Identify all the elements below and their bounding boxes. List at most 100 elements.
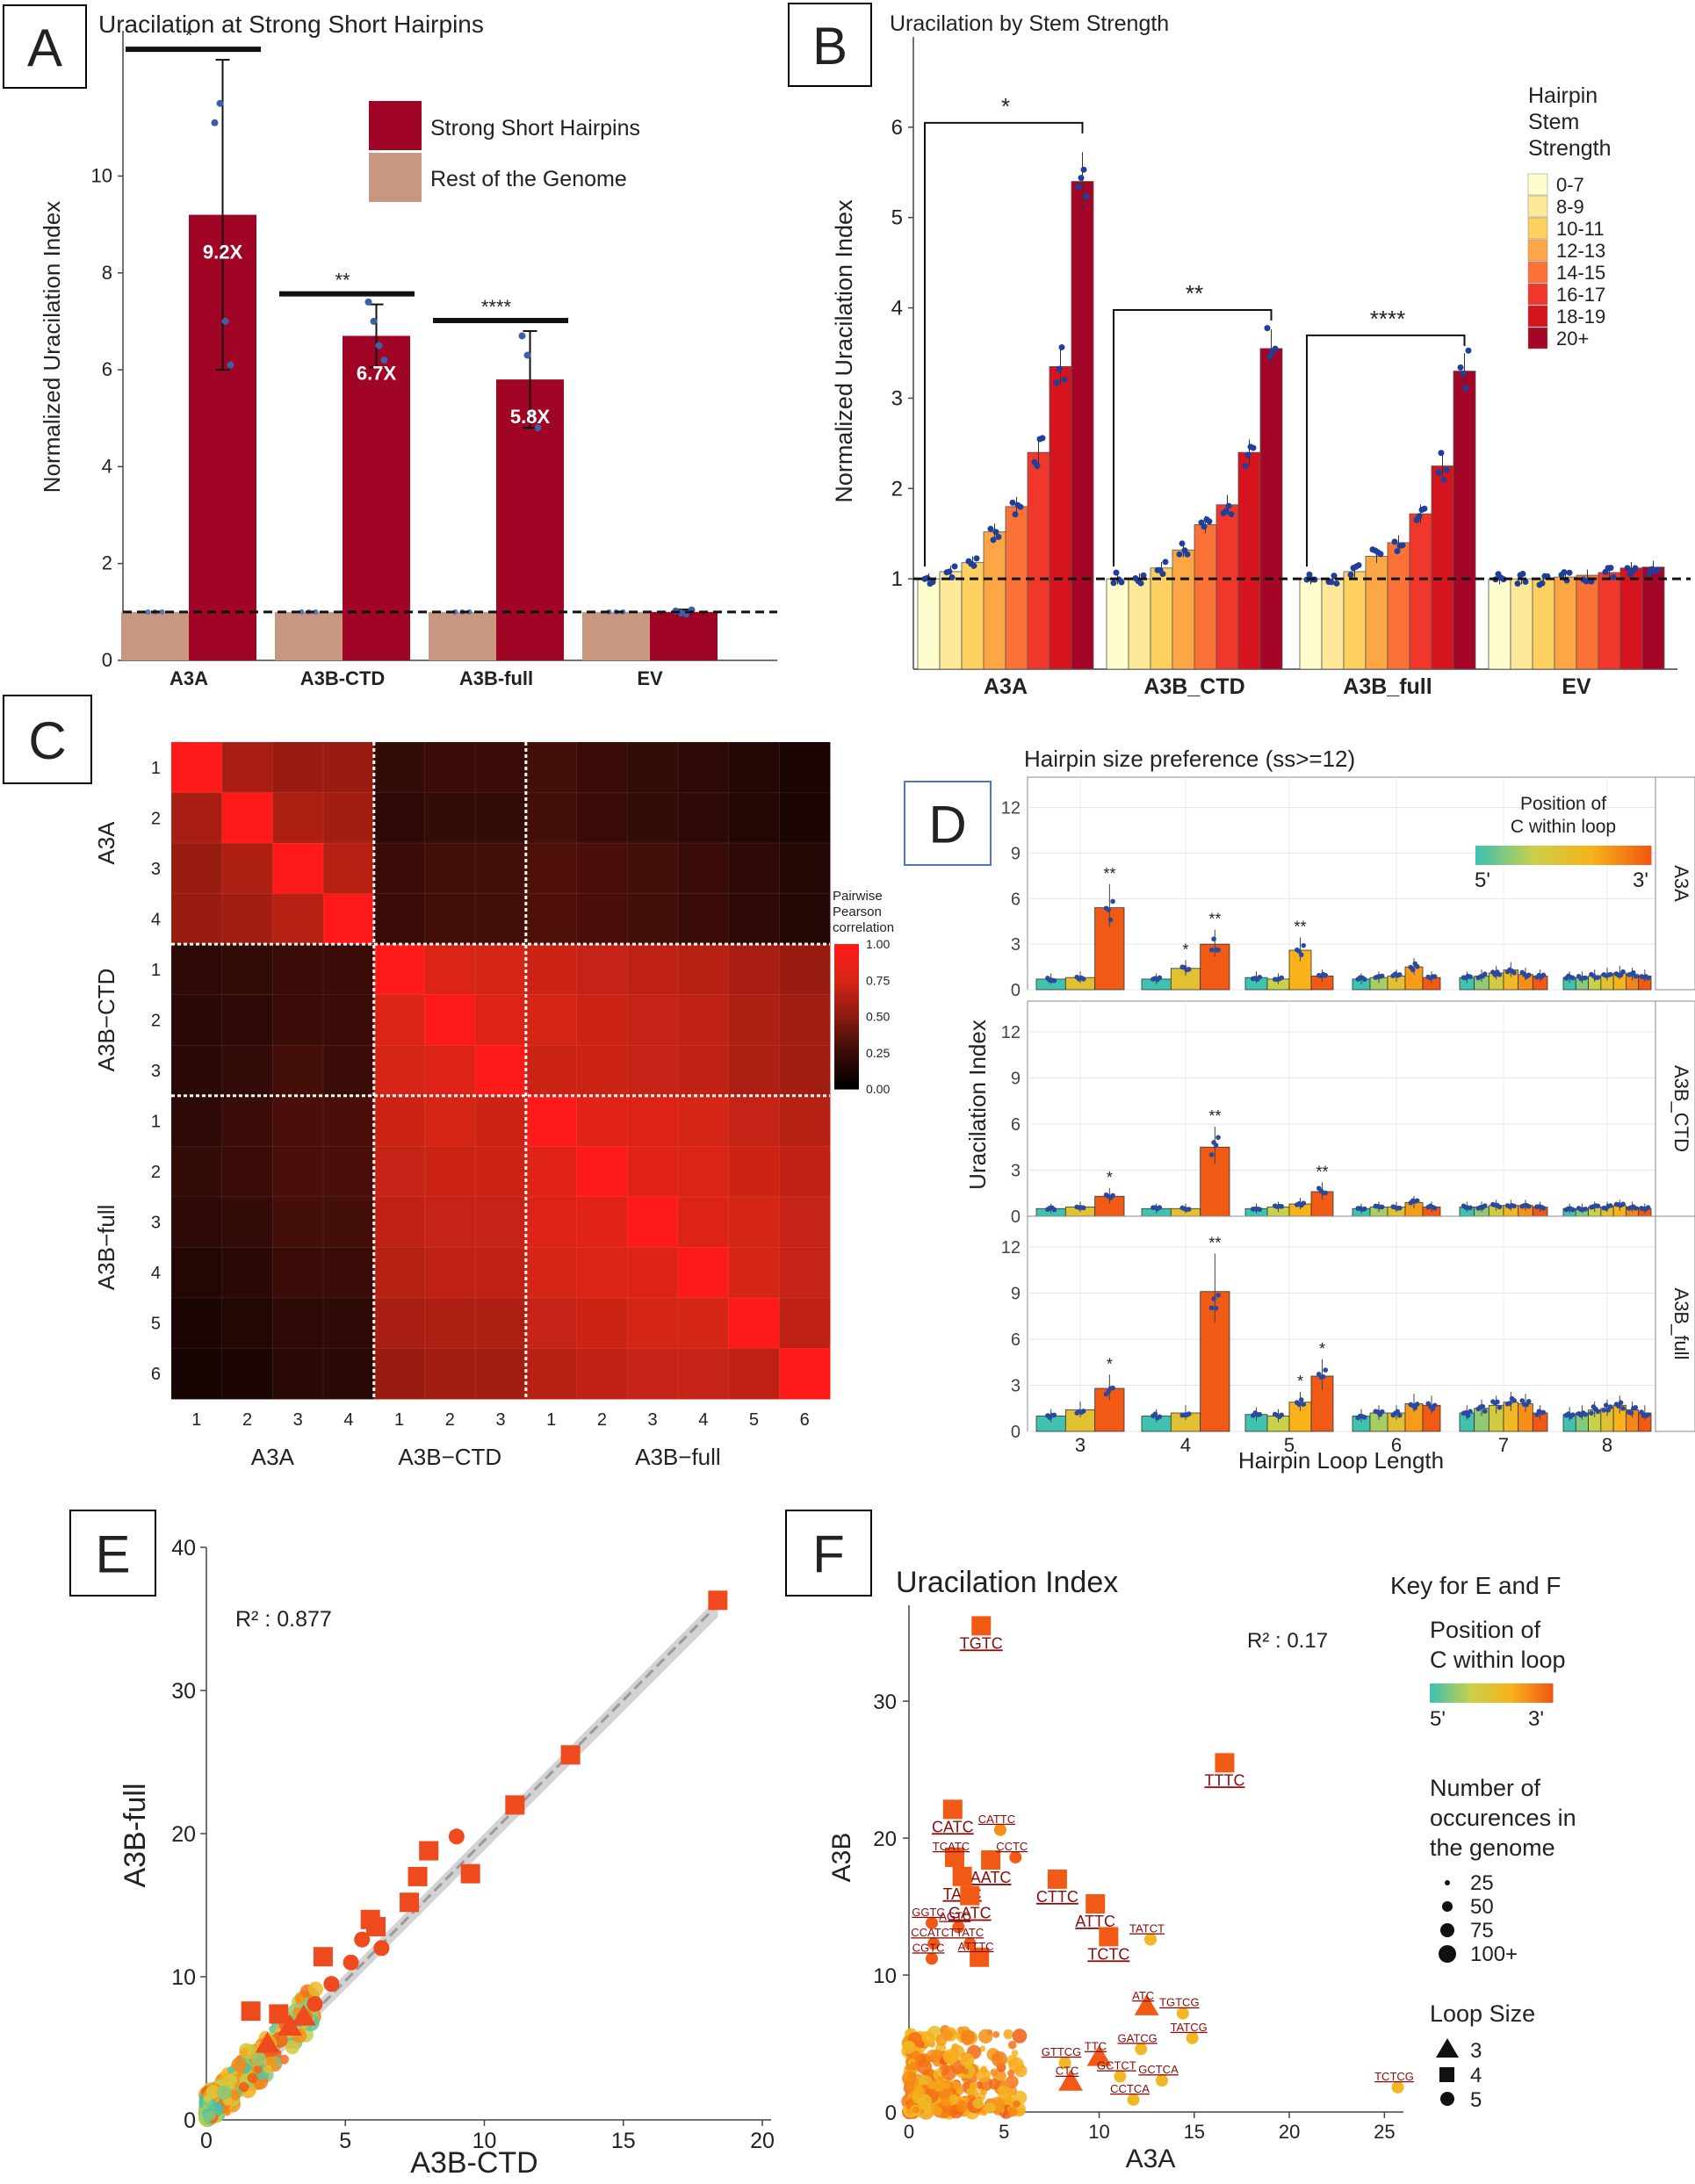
panel-b-point — [1083, 193, 1090, 200]
panel-f-point — [949, 2094, 958, 2103]
panel-c-legend-segment — [834, 1052, 859, 1057]
panel-a-category: A3A — [170, 667, 208, 689]
panel-c-cell — [576, 1348, 628, 1400]
panel-e-point-circle — [343, 1954, 359, 1971]
panel-f-ytick-label: 30 — [873, 1690, 897, 1714]
panel-f-point-square — [952, 1866, 972, 1886]
panel-c-col-label: 1 — [191, 1410, 201, 1430]
panel-b-letter: B — [812, 17, 848, 76]
panel-f-r2: R² : 0.17 — [1247, 1629, 1328, 1653]
panel-e-point-square — [708, 1590, 728, 1611]
panel-c-col-label: 4 — [698, 1410, 708, 1430]
panel-f-key-title: Key for E and F — [1390, 1572, 1562, 1599]
panel-c-legend-segment — [834, 955, 859, 960]
panel-c-cell — [576, 792, 628, 844]
panel-d-legend-segment — [1590, 846, 1595, 865]
panel-f-color-segment — [1451, 1683, 1455, 1703]
panel-f-shape-label: 3 — [1470, 2039, 1482, 2063]
panel-c-col-label: 5 — [749, 1410, 759, 1430]
panel-f-point — [960, 2029, 976, 2045]
panel-c-cell — [525, 1044, 578, 1097]
panel-d-point — [1301, 1200, 1307, 1206]
panel-c-cell — [322, 792, 375, 844]
panel-c-cell — [779, 1146, 831, 1198]
panel-d-point — [1519, 1398, 1526, 1403]
panel-e-point — [203, 2113, 213, 2123]
panel-c-legend-tick: 1.00 — [866, 937, 890, 951]
panel-e-point — [307, 1981, 323, 1997]
panel-d-point — [1601, 1407, 1607, 1413]
panel-d-ytick-label: 12 — [1001, 1023, 1021, 1042]
panel-f-xtick-label: 25 — [1374, 2121, 1395, 2143]
panel-d-xtick-label: 8 — [1602, 1434, 1612, 1456]
panel-c-cell — [677, 893, 730, 945]
panel-d-sig-stars: * — [1182, 941, 1188, 958]
panel-b-point — [1078, 175, 1085, 182]
panel-a-fold-label: 5.8X — [510, 406, 551, 428]
panel-b-point — [1607, 565, 1614, 572]
panel-a-point — [523, 351, 531, 359]
panel-b-point — [1250, 444, 1257, 451]
panel-f-point-label: TTTC — [1204, 1771, 1244, 1789]
panel-d-legend-segment — [1607, 846, 1612, 865]
panel-d-legend-segment — [1563, 846, 1569, 865]
panel-d-point — [1396, 972, 1403, 977]
panel-c-cell — [424, 893, 476, 945]
panel-d-point — [1595, 1203, 1601, 1209]
panel-c-cell — [272, 1247, 324, 1299]
panel-c-cell — [728, 741, 781, 794]
panel-c-letter: C — [28, 711, 66, 770]
panel-c-cell — [728, 1146, 781, 1198]
panel-f-point — [908, 2071, 916, 2079]
panel-d-sig-stars: ** — [1316, 1164, 1328, 1181]
panel-d-point — [1051, 977, 1057, 984]
panel-f-color-segment — [1485, 1683, 1489, 1703]
panel-c-cell — [424, 1146, 476, 1198]
panel-d-point — [1213, 1142, 1219, 1148]
panel-d-point — [1432, 1402, 1438, 1409]
panel-f-point-label: CTTC — [1036, 1888, 1078, 1906]
panel-c-cell — [221, 741, 274, 794]
panel-d-point — [1051, 1207, 1057, 1213]
panel-c-cell — [677, 1095, 730, 1148]
panel-b-point — [1460, 370, 1467, 377]
panel-f-point-triangle — [1086, 2044, 1112, 2066]
panel-f-shape-triangle — [1436, 2038, 1459, 2058]
panel-f-point — [967, 2058, 974, 2065]
panel-b-point — [1421, 505, 1428, 512]
panel-d-legend-segment — [1511, 846, 1516, 865]
panel-c-cell — [170, 1348, 223, 1400]
panel-c-legend-segment — [834, 1056, 859, 1061]
panel-d-letter-box — [904, 781, 992, 866]
panel-b-bar — [1576, 574, 1599, 670]
panel-d-point — [1432, 974, 1438, 979]
panel-c-cell — [525, 1146, 578, 1198]
panel-f-point-circle — [1114, 2070, 1127, 2083]
panel-b-category: A3A — [984, 674, 1028, 699]
panel-c-legend-segment — [834, 944, 859, 948]
panel-d-point — [1507, 1401, 1512, 1406]
panel-d-point — [1497, 972, 1503, 977]
panel-f-size-swatch — [1442, 1901, 1453, 1912]
panel-d-legend-segment — [1489, 846, 1494, 865]
panel-c-cell — [728, 792, 781, 844]
panel-d-point — [1412, 1405, 1418, 1411]
panel-f-point — [956, 2100, 969, 2113]
panel-b-letter-box — [788, 3, 872, 87]
panel-c-cell — [525, 1196, 578, 1249]
panel-b-point — [1394, 548, 1401, 555]
panel-c-row-label: 2 — [151, 809, 161, 828]
panel-e-xtick-label: 10 — [472, 2129, 497, 2153]
panel-e-point — [263, 2065, 272, 2074]
panel-c-cell — [170, 1146, 223, 1198]
panel-c-cell — [677, 1247, 730, 1299]
panel-c-cell — [728, 943, 781, 996]
panel-f-point-circle — [925, 1952, 938, 1965]
panel-c-cell — [525, 943, 578, 996]
panel-b-bar — [1150, 567, 1173, 670]
panel-d-point — [1618, 1400, 1624, 1406]
panel-d-point — [1257, 974, 1263, 980]
panel-d-point — [1526, 972, 1532, 978]
panel-b-point — [1457, 364, 1464, 371]
panel-d-ytick-label: 3 — [1011, 1377, 1021, 1396]
